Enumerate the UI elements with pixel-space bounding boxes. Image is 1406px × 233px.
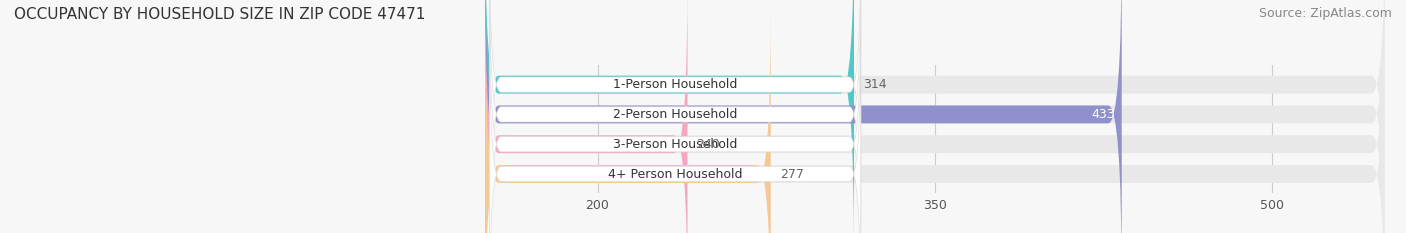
FancyBboxPatch shape (489, 0, 860, 233)
FancyBboxPatch shape (489, 0, 860, 226)
Text: 277: 277 (780, 168, 804, 181)
FancyBboxPatch shape (485, 0, 1385, 233)
Text: Source: ZipAtlas.com: Source: ZipAtlas.com (1258, 7, 1392, 20)
FancyBboxPatch shape (485, 4, 1385, 233)
Text: OCCUPANCY BY HOUSEHOLD SIZE IN ZIP CODE 47471: OCCUPANCY BY HOUSEHOLD SIZE IN ZIP CODE … (14, 7, 426, 22)
Text: 2-Person Household: 2-Person Household (613, 108, 737, 121)
Text: 240: 240 (696, 138, 720, 151)
FancyBboxPatch shape (485, 0, 1122, 233)
FancyBboxPatch shape (485, 0, 1385, 233)
FancyBboxPatch shape (485, 0, 1385, 233)
FancyBboxPatch shape (485, 0, 688, 233)
FancyBboxPatch shape (485, 0, 853, 233)
FancyBboxPatch shape (489, 3, 860, 233)
Text: 4+ Person Household: 4+ Person Household (607, 168, 742, 181)
FancyBboxPatch shape (489, 33, 860, 233)
Text: 1-Person Household: 1-Person Household (613, 78, 737, 91)
FancyBboxPatch shape (485, 4, 770, 233)
Text: 314: 314 (863, 78, 887, 91)
Text: 433: 433 (1091, 108, 1115, 121)
Text: 3-Person Household: 3-Person Household (613, 138, 737, 151)
